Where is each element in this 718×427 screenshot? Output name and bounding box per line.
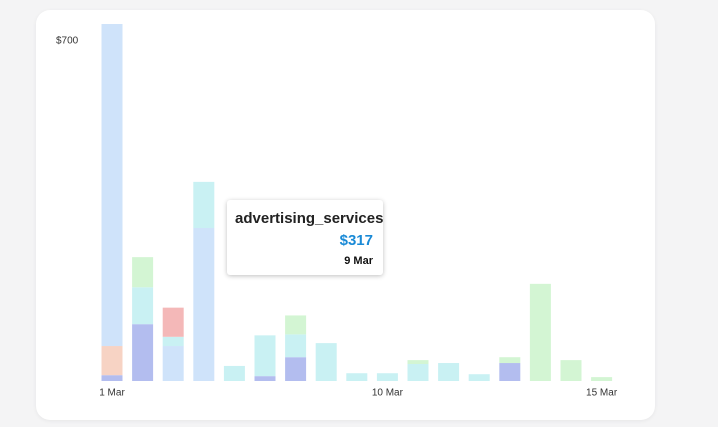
bar-segment xyxy=(376,373,398,381)
tooltip-series: advertising_services xyxy=(235,210,384,227)
bar-segment xyxy=(285,315,307,335)
bar-segment xyxy=(285,357,307,381)
bar-segment xyxy=(254,376,276,381)
y-tick-label: $700 xyxy=(56,36,79,47)
bar-segment xyxy=(132,257,154,288)
bar-segment xyxy=(162,346,184,381)
bar-segment xyxy=(499,363,521,381)
x-tick-label: 10 Mar xyxy=(372,388,404,399)
bar-segment xyxy=(529,283,551,381)
bar-segment xyxy=(132,287,154,325)
bar-segment xyxy=(254,335,276,377)
bar-segment xyxy=(162,307,184,337)
bar-segment xyxy=(162,336,184,347)
bar-segment xyxy=(407,364,429,381)
tooltip-date: 9 Mar xyxy=(344,255,373,267)
bar-segment xyxy=(560,360,582,381)
bar-segment xyxy=(591,377,613,381)
bar-segment xyxy=(407,360,429,364)
x-tick-label: 1 Mar xyxy=(99,388,125,399)
bar-segment xyxy=(101,346,123,376)
bar-segment xyxy=(193,181,215,228)
bar-segment xyxy=(499,357,521,364)
bar-segment xyxy=(193,228,215,381)
bar-segment xyxy=(101,375,123,381)
bar-segment xyxy=(101,24,123,347)
bar-segment xyxy=(132,324,154,381)
x-tick-label: 15 Mar xyxy=(586,388,618,399)
tooltip-value: $317 xyxy=(339,232,373,249)
bar-segment xyxy=(315,343,337,381)
bar-segment xyxy=(438,363,460,381)
bar-segment xyxy=(285,334,307,358)
bar-segment xyxy=(223,365,245,381)
bar-segment xyxy=(346,373,368,381)
bar-segment xyxy=(468,374,490,381)
tooltip: advertising_services $317 9 Mar xyxy=(227,200,383,275)
